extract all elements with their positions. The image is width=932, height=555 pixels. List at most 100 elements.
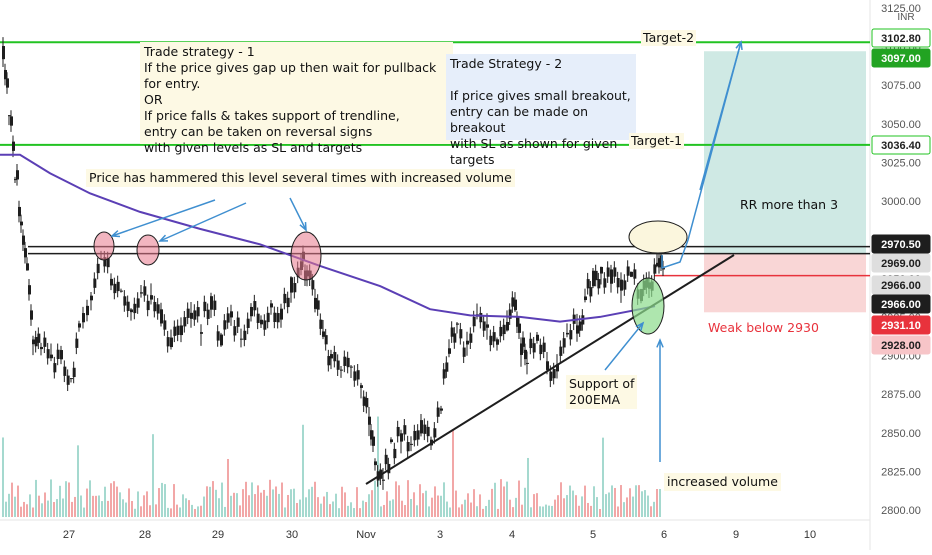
x-tick-label: 30 xyxy=(286,529,298,541)
volume-bar xyxy=(80,495,82,517)
volume-bar xyxy=(425,490,427,517)
candle-body xyxy=(10,116,13,126)
candle-body xyxy=(140,292,143,294)
candle-body xyxy=(24,248,27,258)
candle-body xyxy=(186,308,190,318)
candle-body xyxy=(539,344,543,355)
candle-body xyxy=(314,297,317,309)
volume-bar xyxy=(344,492,346,517)
volume-bar xyxy=(266,495,268,517)
candle-body xyxy=(50,354,53,359)
volume-bar xyxy=(659,489,661,517)
volume-bar xyxy=(515,497,517,517)
volume-bar xyxy=(260,492,262,517)
volume-bar xyxy=(410,498,412,517)
candle-body xyxy=(370,430,373,440)
hammer-circle xyxy=(290,231,322,281)
candle-body xyxy=(472,316,476,327)
volume-bar xyxy=(494,482,496,517)
candle-body xyxy=(365,397,369,408)
candle-body xyxy=(423,424,427,434)
candle-body xyxy=(356,370,360,380)
y-tick-label: 3000.00 xyxy=(881,196,921,208)
volume-bar xyxy=(371,490,373,517)
volume-bar xyxy=(236,493,238,517)
volume-bar xyxy=(116,486,118,517)
volume-bar xyxy=(83,507,85,517)
volume-bar xyxy=(497,508,499,517)
candle-body xyxy=(66,375,70,385)
candle-body xyxy=(90,295,93,301)
candle-body xyxy=(448,348,451,354)
pointer-arrow-head xyxy=(158,234,169,242)
candle-body xyxy=(4,69,7,80)
volume-bar xyxy=(566,495,568,517)
candle-body xyxy=(173,326,177,336)
volume-bar xyxy=(152,434,154,517)
volume-bar xyxy=(533,494,535,517)
price-badge xyxy=(871,294,931,314)
volume-bar xyxy=(32,507,34,517)
candle-body xyxy=(372,436,375,446)
volume-bar xyxy=(524,487,526,517)
volume-bar xyxy=(536,493,538,517)
candle-body xyxy=(324,335,328,345)
candle-body xyxy=(256,313,260,323)
pointer-arrow xyxy=(111,199,216,237)
candle-body xyxy=(552,368,556,379)
y-tick-label: 3075.00 xyxy=(881,80,921,92)
candle-body xyxy=(459,329,463,339)
candle-body xyxy=(384,454,388,465)
price-badge-label: 2966.00 xyxy=(881,299,921,311)
candle-body xyxy=(293,283,297,293)
candle-body xyxy=(526,362,529,364)
volume-bar xyxy=(443,482,445,517)
candle-body xyxy=(387,463,391,474)
volume-bar xyxy=(641,491,643,517)
volume-bar xyxy=(17,485,19,517)
volume-bar xyxy=(47,500,49,517)
candle-body xyxy=(170,337,173,348)
volume-bar xyxy=(323,496,325,517)
candle-body xyxy=(206,309,210,319)
candle-body xyxy=(559,346,563,356)
volume-bar xyxy=(596,497,598,517)
volume-bar xyxy=(104,486,106,517)
candle-body xyxy=(193,310,197,320)
volume-bar xyxy=(143,495,145,517)
volume-bar xyxy=(653,501,655,517)
volume-bar xyxy=(521,504,523,517)
target-2-label: Target-2 xyxy=(641,30,697,46)
volume-bar xyxy=(44,492,46,517)
volume-label: increased volume xyxy=(664,473,781,491)
candle-body xyxy=(592,270,595,287)
candle-body xyxy=(120,290,123,292)
volume-bar xyxy=(458,507,460,517)
volume-bar xyxy=(356,487,358,517)
volume-bar xyxy=(275,486,277,517)
candle-body xyxy=(469,333,473,343)
volume-bar xyxy=(527,457,529,517)
volume-bar xyxy=(320,503,322,517)
candle-body xyxy=(462,347,466,357)
price-badge-label: 2966.00 xyxy=(881,280,921,292)
support-arrow xyxy=(604,322,644,371)
candle-body xyxy=(532,343,536,353)
candle-body xyxy=(403,425,407,435)
support-arrow-head xyxy=(635,321,645,331)
candle-body xyxy=(37,333,41,343)
projection-arrow xyxy=(699,41,742,191)
volume-bar xyxy=(650,506,652,517)
x-tick-label: 3 xyxy=(437,529,443,541)
candle-body xyxy=(86,305,89,316)
volume-bar xyxy=(257,485,259,517)
candle-body xyxy=(270,303,273,308)
volume-bar xyxy=(92,495,94,517)
volume-bar xyxy=(59,485,61,517)
volume-bar xyxy=(449,507,451,517)
volume-bar xyxy=(419,484,421,517)
candle-body xyxy=(290,277,293,293)
hammer-circle xyxy=(93,231,115,261)
